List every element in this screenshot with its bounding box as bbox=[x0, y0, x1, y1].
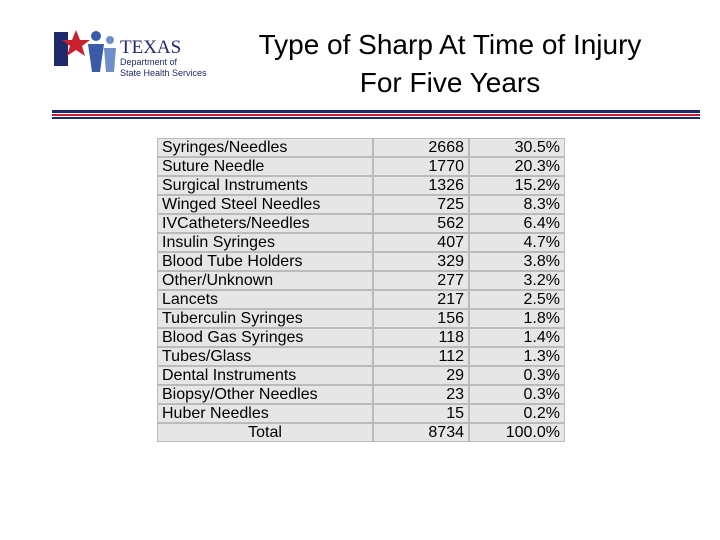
table-cell: Tubes/Glass bbox=[156, 346, 374, 367]
table-cell: 1.8% bbox=[468, 308, 566, 329]
table-row: Insulin Syringes 407 4.7% bbox=[156, 232, 566, 253]
table-row: Blood Gas Syringes 118 1.4% bbox=[156, 327, 566, 348]
table-cell: 23 bbox=[372, 384, 470, 405]
logo-figure bbox=[106, 36, 114, 44]
table-cell: 20.3% bbox=[468, 156, 566, 177]
table-row: Tubes/Glass 112 1.3% bbox=[156, 346, 566, 367]
table-cell: Blood Tube Holders bbox=[156, 251, 374, 272]
table-cell: 8.3% bbox=[468, 194, 566, 215]
logo: TEXAS Department of State Health Service… bbox=[54, 30, 207, 78]
table-row: IVCatheters/Needles 562 6.4% bbox=[156, 213, 566, 234]
table-cell: Syringes/Needles bbox=[156, 137, 374, 158]
table-cell: 15.2% bbox=[468, 175, 566, 196]
table-cell: 0.3% bbox=[468, 384, 566, 405]
logo-line: State Health Services bbox=[120, 68, 207, 78]
table-cell: 3.2% bbox=[468, 270, 566, 291]
table-cell: 1.3% bbox=[468, 346, 566, 367]
table-cell: Winged Steel Needles bbox=[156, 194, 374, 215]
table-cell: Blood Gas Syringes bbox=[156, 327, 374, 348]
table-row: Biopsy/Other Needles 23 0.3% bbox=[156, 384, 566, 405]
divider bbox=[52, 110, 700, 119]
table-row: Tuberculin Syringes 156 1.8% bbox=[156, 308, 566, 329]
logo-bar bbox=[54, 32, 68, 66]
table-cell: 0.3% bbox=[468, 365, 566, 386]
table-cell: Tuberculin Syringes bbox=[156, 308, 374, 329]
table-cell: 3.8% bbox=[468, 251, 566, 272]
table-row: Syringes/Needles 2668 30.5% bbox=[156, 137, 566, 158]
table-cell: 100.0% bbox=[468, 422, 566, 443]
table-cell: 0.2% bbox=[468, 403, 566, 424]
table-cell: Other/Unknown bbox=[156, 270, 374, 291]
slide-title: Type of Sharp At Time of Injury For Five… bbox=[200, 26, 700, 102]
table-cell: 2668 bbox=[372, 137, 470, 158]
table-row: Surgical Instruments 1326 15.2% bbox=[156, 175, 566, 196]
table-row: Winged Steel Needles 725 8.3% bbox=[156, 194, 566, 215]
table-cell: 329 bbox=[372, 251, 470, 272]
table-row: Dental Instruments 29 0.3% bbox=[156, 365, 566, 386]
table-cell: 2.5% bbox=[468, 289, 566, 310]
data-table: Syringes/Needles 2668 30.5% Suture Needle 17… bbox=[156, 137, 566, 443]
table-cell: 118 bbox=[372, 327, 470, 348]
table-cell: Biopsy/Other Needles bbox=[156, 384, 374, 405]
table-row: Blood Tube Holders 329 3.8% bbox=[156, 251, 566, 272]
table-cell: 29 bbox=[372, 365, 470, 386]
table-cell: 407 bbox=[372, 232, 470, 253]
table-row: Other/Unknown 277 3.2% bbox=[156, 270, 566, 291]
table-cell: 277 bbox=[372, 270, 470, 291]
table-cell: 15 bbox=[372, 403, 470, 424]
logo-figure bbox=[104, 48, 116, 72]
logo-star bbox=[62, 30, 90, 56]
table-cell: Lancets bbox=[156, 289, 374, 310]
divider-line bbox=[52, 117, 700, 119]
table-cell: Surgical Instruments bbox=[156, 175, 374, 196]
table-row: Lancets 217 2.5% bbox=[156, 289, 566, 310]
table-cell: Insulin Syringes bbox=[156, 232, 374, 253]
table-cell: 725 bbox=[372, 194, 470, 215]
table-row: Huber Needles 15 0.2% bbox=[156, 403, 566, 424]
divider-line bbox=[52, 110, 700, 113]
table-cell: 562 bbox=[372, 213, 470, 234]
table-cell: 4.7% bbox=[468, 232, 566, 253]
table-cell: Suture Needle bbox=[156, 156, 374, 177]
table-cell: 1326 bbox=[372, 175, 470, 196]
table-cell: Dental Instruments bbox=[156, 365, 374, 386]
table-cell: 217 bbox=[372, 289, 470, 310]
table-cell: 8734 bbox=[372, 422, 470, 443]
logo-line: Department of bbox=[120, 57, 178, 67]
table-cell: 6.4% bbox=[468, 213, 566, 234]
divider-line bbox=[52, 114, 700, 116]
title-line: For Five Years bbox=[359, 67, 541, 98]
logo-name: TEXAS bbox=[120, 37, 181, 58]
table-row: Suture Needle 1770 20.3% bbox=[156, 156, 566, 177]
title-line: Type of Sharp At Time of Injury bbox=[258, 29, 642, 60]
table-cell: IVCatheters/Needles bbox=[156, 213, 374, 234]
table-cell: Huber Needles bbox=[156, 403, 374, 424]
table-cell: 156 bbox=[372, 308, 470, 329]
table-cell: 1770 bbox=[372, 156, 470, 177]
logo-figure bbox=[91, 31, 101, 41]
table-cell: Total bbox=[156, 422, 374, 443]
table-row: Total 8734 100.0% bbox=[156, 422, 566, 443]
table-cell: 112 bbox=[372, 346, 470, 367]
table-cell: 1.4% bbox=[468, 327, 566, 348]
logo-figure bbox=[88, 44, 104, 72]
table-cell: 30.5% bbox=[468, 137, 566, 158]
